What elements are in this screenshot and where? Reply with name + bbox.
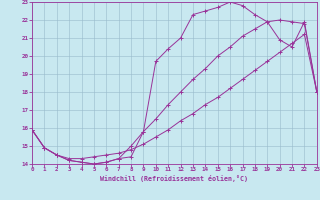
X-axis label: Windchill (Refroidissement éolien,°C): Windchill (Refroidissement éolien,°C) <box>100 175 248 182</box>
